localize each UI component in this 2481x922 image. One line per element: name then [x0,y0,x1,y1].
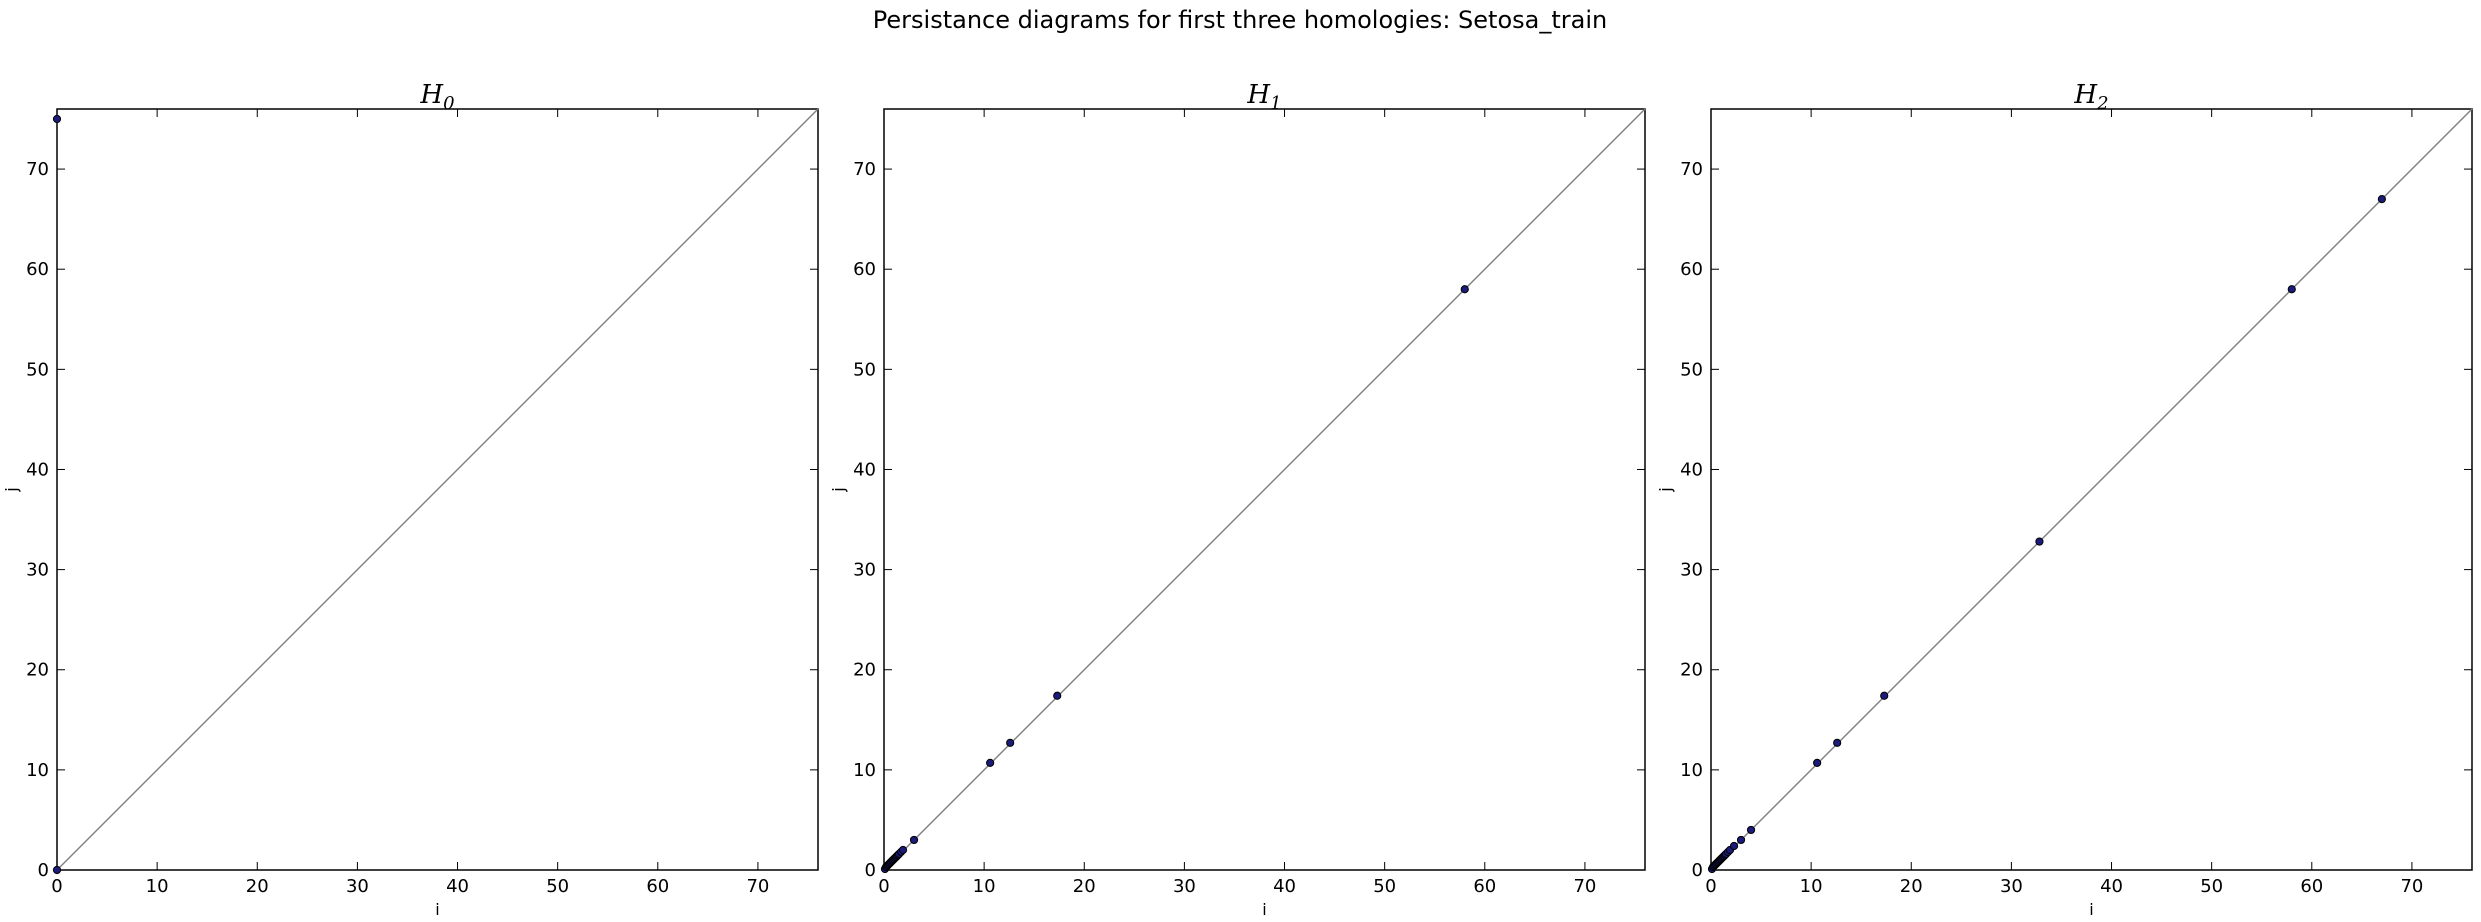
y-tick-label: 70 [853,159,876,180]
x-tick-label: 10 [1800,876,1823,897]
x-axis-label: i [435,900,439,919]
chart-panel-1: 0 10 20 30 40 50 60 70 0 10 20 30 40 50 60 70 i j H1 [829,80,1646,919]
y-axis-label: j [1656,487,1675,492]
data-point [1006,738,1015,747]
x-tick-label: 40 [1273,876,1296,897]
y-tick-label: 70 [1680,159,1703,180]
data-point [1813,758,1822,767]
y-axis-label: j [829,487,848,492]
data-point [1746,825,1756,835]
x-tick-label: 0 [878,876,889,897]
y-tick-label: 40 [1680,459,1703,480]
x-tick-label: 20 [246,876,269,897]
data-point [2287,285,2296,294]
data-point [1460,285,1469,294]
panel-title: H0 [419,80,454,114]
x-tick-label: 50 [1373,876,1396,897]
y-tick-label: 20 [1680,660,1703,681]
data-point [986,758,995,767]
y-tick-label: 50 [1680,359,1703,380]
x-tick-label: 20 [1073,876,1096,897]
data-point [1053,691,1062,700]
x-tick-label: 0 [1705,876,1716,897]
y-tick-label: 10 [1680,760,1703,781]
data-point [1736,835,1746,845]
y-tick-label: 20 [26,660,49,681]
y-tick-label: 20 [853,660,876,681]
data-point [52,114,62,124]
y-tick-label: 30 [853,560,876,581]
y-tick-label: 60 [853,259,876,280]
y-tick-label: 60 [26,259,49,280]
x-tick-label: 60 [1473,876,1496,897]
x-tick-label: 30 [346,876,369,897]
x-axis-label: i [2089,900,2093,919]
x-tick-label: 70 [2400,876,2423,897]
data-point [909,835,919,845]
panel-title-main: H [1246,80,1271,110]
data-point [1880,691,1889,700]
y-tick-label: 0 [865,860,876,881]
panel-title-main: H [419,80,444,110]
data-point [1729,841,1739,851]
x-tick-label: 30 [2000,876,2023,897]
x-tick-label: 10 [146,876,169,897]
panel-title: H1 [1246,80,1281,114]
y-tick-label: 70 [26,159,49,180]
panel-title-subscript: 0 [443,93,454,114]
data-point [52,865,62,875]
x-tick-label: 70 [1573,876,1596,897]
x-tick-label: 10 [973,876,996,897]
x-tick-label: 20 [1900,876,1923,897]
y-tick-label: 50 [26,359,49,380]
x-tick-label: 50 [546,876,569,897]
y-tick-label: 60 [1680,259,1703,280]
panel-title-subscript: 2 [2096,93,2108,114]
y-tick-label: 0 [1692,860,1703,881]
panel-title: H2 [2073,80,2108,114]
chart-panel-2: 0 10 20 30 40 50 60 70 0 10 20 30 40 50 60 70 i j H2 [1656,80,2473,919]
data-point [1833,738,1842,747]
panel-title-subscript: 1 [1270,93,1281,114]
x-tick-label: 60 [646,876,669,897]
data-point [2377,195,2386,204]
data-point [2035,537,2044,546]
y-tick-label: 10 [853,760,876,781]
y-axis-label: j [2,487,21,492]
x-tick-label: 40 [446,876,469,897]
x-axis-label: i [1262,900,1266,919]
x-tick-label: 30 [1173,876,1196,897]
x-tick-label: 70 [746,876,769,897]
y-tick-label: 40 [853,459,876,480]
x-tick-label: 60 [2300,876,2323,897]
y-tick-label: 40 [26,459,49,480]
y-tick-label: 30 [1680,560,1703,581]
y-tick-label: 10 [26,760,49,781]
y-tick-label: 50 [853,359,876,380]
y-tick-label: 0 [38,860,49,881]
x-tick-label: 40 [2100,876,2123,897]
chart-suptitle: Persistance diagrams for first three hom… [873,6,1607,34]
x-tick-label: 0 [51,876,62,897]
diagonal-line [56,108,819,871]
x-tick-label: 50 [2200,876,2223,897]
y-tick-label: 30 [26,560,49,581]
panel-title-main: H [2073,80,2098,110]
data-point [898,845,908,855]
